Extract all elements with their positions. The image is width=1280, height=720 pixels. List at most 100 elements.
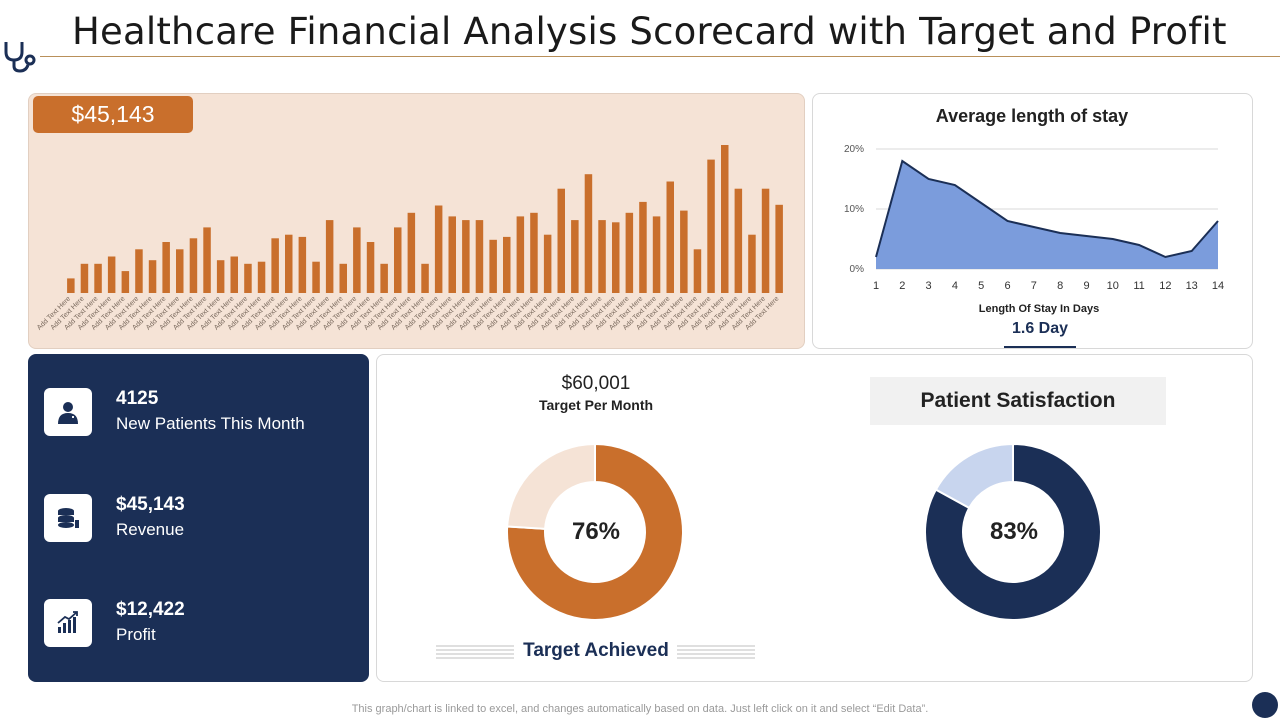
revenue-badge: $45,143: [33, 96, 193, 133]
bar: [121, 271, 130, 293]
bar: [339, 263, 347, 293]
bar: [639, 201, 647, 293]
area-line: [875, 159, 1219, 259]
bar: [557, 188, 565, 293]
bar: [271, 238, 279, 293]
footer-note: This graph/chart is linked to excel, and…: [351, 703, 929, 715]
corner-dot: [1252, 692, 1278, 718]
area-chart-title: Average length of stay: [936, 106, 1128, 126]
bar: [353, 227, 361, 293]
bar: [162, 242, 170, 293]
patient-icon: [44, 388, 92, 436]
bar: [80, 263, 89, 293]
bar: [380, 263, 388, 293]
target-donut-chart[interactable]: [505, 442, 685, 622]
x-tick-label: 5: [978, 280, 984, 292]
y-tick-label: 10%: [844, 204, 864, 215]
bar: [107, 256, 116, 293]
donut-slice: [924, 442, 1102, 621]
satisfaction-donut-chart[interactable]: [923, 442, 1103, 622]
x-tick-label: 14: [1212, 280, 1224, 292]
bar: [230, 256, 238, 293]
kpi-profit: $12,422 Profit: [44, 599, 364, 659]
bar: [285, 234, 293, 293]
satisfaction-title: Patient Satisfaction: [870, 377, 1166, 425]
decorative-lines-left: [436, 645, 514, 659]
bar: [530, 212, 538, 293]
x-tick-label: 6: [1004, 280, 1010, 292]
x-axis-label: Length Of Stay In Days: [979, 303, 1099, 315]
bar: [312, 261, 320, 293]
y-tick-label: 0%: [850, 264, 865, 275]
bar: [666, 181, 674, 293]
kpi-label: Revenue: [116, 520, 185, 539]
growth-chart-icon: [44, 599, 92, 647]
bar: [516, 216, 525, 293]
stay-underline: [1004, 346, 1076, 348]
bar: [748, 234, 756, 293]
bar: [584, 174, 593, 293]
x-tick-label: 9: [1083, 280, 1089, 292]
x-tick-label: 12: [1159, 280, 1171, 292]
target-label: Target Per Month: [538, 397, 654, 413]
decorative-lines-right: [677, 645, 755, 659]
title-divider: [40, 56, 1280, 57]
bar: [203, 227, 211, 293]
bar: [680, 210, 688, 293]
x-tick-label: 4: [952, 280, 958, 292]
bar: [652, 216, 661, 293]
x-tick-label: 2: [899, 280, 905, 292]
stethoscope-icon: [4, 42, 36, 73]
bar: [503, 236, 511, 293]
x-tick-label: 10: [1107, 280, 1119, 292]
target-achieved-label: Target Achieved: [523, 640, 669, 661]
bar: [734, 188, 743, 293]
bar: [693, 249, 702, 293]
bar: [67, 278, 75, 293]
stay-summary: 1.6 Day: [1011, 320, 1069, 337]
bar: [448, 216, 456, 293]
kpi-value: $12,422: [116, 599, 185, 620]
bar: [489, 239, 497, 293]
bar: [298, 236, 307, 293]
bar: [366, 242, 375, 293]
bar: [421, 263, 429, 293]
bar: [543, 234, 552, 293]
donut-slice: [506, 442, 684, 621]
bar: [571, 220, 579, 293]
bar: [775, 204, 783, 293]
x-tick-label: 1: [873, 280, 879, 292]
bar: [462, 220, 470, 293]
bar: [189, 238, 198, 293]
bar: [625, 212, 634, 293]
x-tick-label: 13: [1186, 280, 1198, 292]
bar: [407, 212, 416, 293]
bar: [761, 188, 770, 293]
kpi-value: $45,143: [116, 494, 185, 515]
page-title: Healthcare Financial Analysis Scorecard …: [72, 10, 1227, 53]
target-amount: $60,001: [561, 373, 631, 394]
bar: [176, 249, 184, 293]
bar: [598, 220, 606, 293]
bar: [135, 249, 143, 293]
kpi-label: New Patients This Month: [116, 414, 305, 433]
bar: [707, 159, 715, 293]
kpi-revenue: $45,143 Revenue: [44, 494, 364, 554]
bar: [612, 222, 620, 293]
target-percent: 76%: [571, 518, 621, 545]
x-tick-label: 3: [926, 280, 932, 292]
kpi-value: 4125: [116, 388, 159, 409]
bar: [434, 205, 443, 293]
bar: [257, 261, 266, 293]
x-tick-label: 8: [1057, 280, 1063, 292]
x-tick-label: 11: [1133, 280, 1144, 292]
kpi-new-patients: 4125 New Patients This Month: [44, 388, 364, 448]
area-fill: [876, 161, 1218, 269]
bar: [394, 227, 402, 293]
y-tick-label: 20%: [844, 144, 864, 155]
bar: [148, 260, 157, 293]
bar: [216, 260, 225, 293]
bar: [325, 220, 334, 293]
